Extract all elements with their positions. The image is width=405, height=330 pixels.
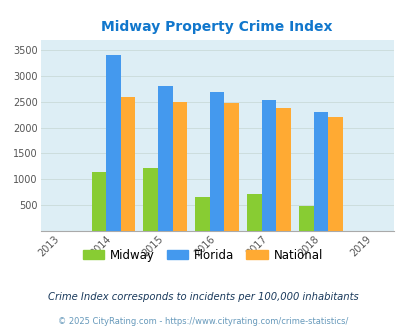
Bar [120,97,135,231]
Bar [224,103,239,231]
Legend: Midway, Florida, National: Midway, Florida, National [78,244,327,266]
Text: © 2025 CityRating.com - https://www.cityrating.com/crime-statistics/: © 2025 CityRating.com - https://www.city… [58,317,347,326]
Bar [143,168,158,231]
Bar [158,86,172,231]
Text: Crime Index corresponds to incidents per 100,000 inhabitants: Crime Index corresponds to incidents per… [47,292,358,302]
Bar [195,197,209,231]
Bar [106,55,120,231]
Bar [172,102,187,231]
Title: Midway Property Crime Index: Midway Property Crime Index [101,20,332,34]
Bar [298,206,313,231]
Bar [261,100,276,231]
Bar [209,92,224,231]
Bar [247,194,261,231]
Bar [313,112,328,231]
Bar [328,117,342,231]
Bar [276,108,290,231]
Bar [91,172,106,231]
